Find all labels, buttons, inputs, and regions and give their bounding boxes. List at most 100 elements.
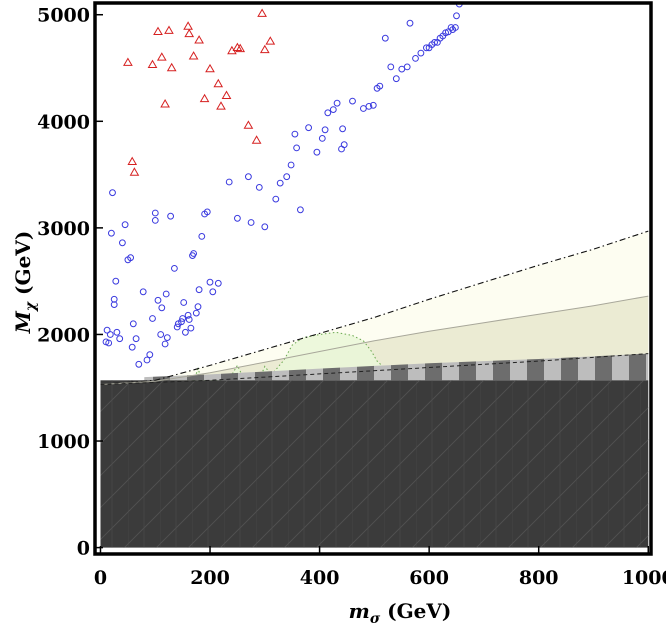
circle-point	[109, 189, 116, 197]
circle-point	[369, 101, 377, 109]
circle-point	[121, 221, 129, 229]
x-axis-title: mσ (GeV)	[349, 599, 452, 627]
triangle-point	[184, 28, 195, 38]
circle-point	[143, 356, 151, 364]
triangle-point	[251, 135, 262, 144]
circle-point	[255, 184, 263, 191]
x-axis-title-sub: σ	[370, 611, 381, 627]
circle-point	[151, 217, 159, 224]
circle-point	[225, 178, 233, 186]
triangle-point	[156, 52, 167, 61]
y-tick-label: 3000	[37, 218, 90, 240]
circle-point	[412, 55, 419, 62]
circle-point	[297, 206, 304, 214]
circle-point	[129, 320, 137, 328]
circle-point	[349, 97, 356, 105]
circle-point	[113, 328, 121, 336]
circle-point	[167, 212, 175, 220]
lower-dashed-line	[100, 353, 649, 385]
triangle-point	[259, 44, 270, 54]
y-axis-title-unit: (GeV)	[11, 231, 35, 302]
y-tick-label: 1000	[37, 431, 90, 453]
circle-point	[272, 195, 280, 203]
circle-point	[261, 223, 269, 231]
x-axis-title-unit: (GeV)	[380, 599, 451, 623]
circle-point	[417, 49, 425, 57]
circle-point	[154, 296, 162, 304]
triangle-point	[257, 8, 267, 17]
triangle-point	[213, 78, 224, 88]
region-dark-hatch	[100, 380, 649, 548]
circle-point	[195, 286, 203, 294]
triangle-point	[164, 25, 174, 34]
circle-point	[403, 63, 411, 71]
circle-point	[305, 124, 313, 132]
circle-point	[324, 109, 332, 117]
triangle-point	[265, 36, 276, 45]
circle-point	[329, 106, 337, 113]
circle-point	[203, 208, 211, 216]
circle-point	[135, 360, 143, 368]
circle-point	[340, 141, 348, 149]
triangle-point	[235, 43, 246, 53]
circle-point	[234, 214, 241, 222]
circle-point	[293, 144, 301, 152]
y-tick-label: 4000	[37, 111, 90, 133]
circle-point	[139, 288, 147, 296]
circle-point	[291, 130, 299, 138]
circle-point	[198, 233, 206, 240]
plot-area	[100, 3, 649, 548]
circle-point	[338, 145, 345, 153]
triangle-point	[147, 59, 158, 68]
circle-point	[180, 299, 188, 306]
circle-point	[173, 323, 181, 331]
triangle-point	[123, 57, 133, 66]
circle-point	[381, 34, 389, 42]
circle-point	[157, 331, 165, 338]
circle-point	[171, 265, 178, 272]
x-tick-label: 1000	[622, 567, 666, 589]
circle-point	[185, 316, 193, 323]
circle-point	[333, 99, 341, 107]
y-axis-title-main: M	[11, 310, 35, 334]
triangle-point	[199, 93, 210, 103]
circle-point	[163, 334, 171, 342]
circle-point	[105, 339, 113, 347]
triangle-point	[243, 120, 254, 129]
triangle-point	[183, 21, 193, 30]
circle-point	[187, 324, 195, 332]
circle-point	[206, 278, 214, 286]
y-tick-label: 2000	[37, 324, 90, 346]
circle-point	[447, 24, 455, 31]
triangle-point	[153, 26, 163, 35]
triangle-point	[205, 63, 215, 73]
x-tick-label: 400	[300, 567, 340, 589]
circle-point	[103, 326, 111, 334]
x-axis-title-main: m	[349, 599, 370, 623]
circle-point	[149, 315, 156, 322]
circle-point	[392, 75, 400, 83]
circle-point	[406, 19, 414, 27]
circle-point	[321, 126, 329, 134]
y-axis-title-sub: χ	[23, 301, 39, 312]
circle-point	[151, 209, 159, 217]
circle-point	[287, 161, 295, 169]
circle-point	[442, 29, 450, 37]
circle-point	[452, 24, 459, 31]
circle-point	[245, 173, 252, 181]
circle-point	[276, 179, 284, 187]
circle-point	[425, 44, 433, 52]
points-layer	[102, 3, 463, 368]
circle-point	[127, 254, 135, 262]
x-tick-label: 200	[190, 567, 230, 589]
circle-point	[365, 103, 373, 110]
circle-point	[178, 318, 185, 326]
triangle-point	[166, 62, 177, 72]
triangle-point	[194, 35, 204, 44]
circle-point	[106, 331, 114, 338]
circle-point	[431, 39, 439, 46]
triangle-point	[188, 51, 199, 60]
circle-point	[112, 277, 120, 285]
circle-point	[119, 239, 126, 247]
